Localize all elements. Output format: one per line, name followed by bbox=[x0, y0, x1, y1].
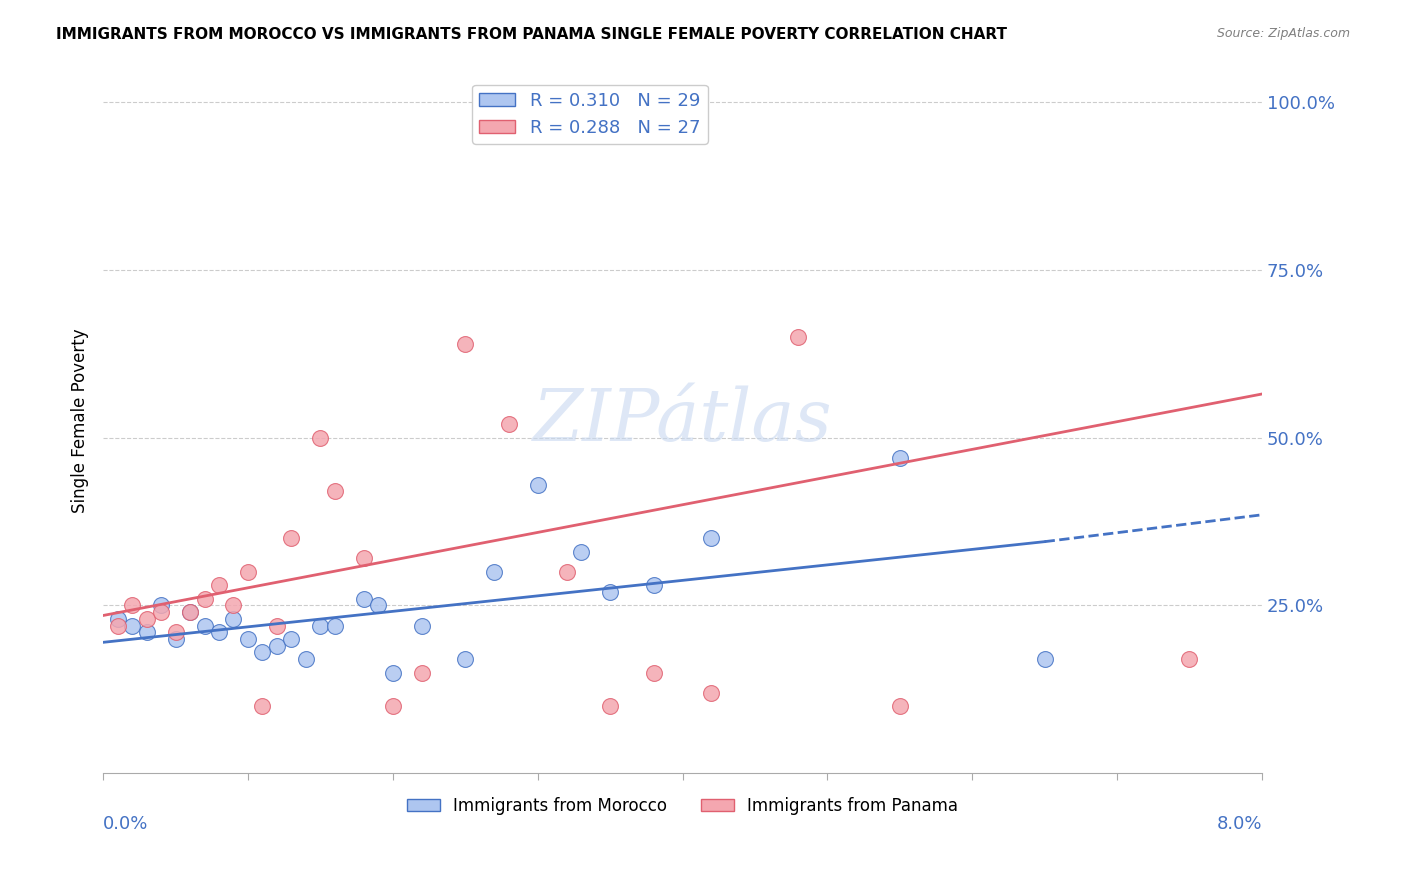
Point bbox=[165, 632, 187, 646]
Point bbox=[700, 686, 723, 700]
Point bbox=[121, 599, 143, 613]
Point bbox=[381, 699, 404, 714]
Point bbox=[165, 625, 187, 640]
Point bbox=[498, 417, 520, 432]
Point bbox=[193, 618, 215, 632]
Point bbox=[208, 625, 231, 640]
Point bbox=[266, 639, 288, 653]
Point bbox=[222, 612, 245, 626]
Point bbox=[353, 591, 375, 606]
Point bbox=[1178, 652, 1201, 666]
Point bbox=[599, 585, 621, 599]
Point bbox=[179, 605, 201, 619]
Legend: Immigrants from Morocco, Immigrants from Panama: Immigrants from Morocco, Immigrants from… bbox=[401, 790, 965, 822]
Text: IMMIGRANTS FROM MOROCCO VS IMMIGRANTS FROM PANAMA SINGLE FEMALE POVERTY CORRELAT: IMMIGRANTS FROM MOROCCO VS IMMIGRANTS FR… bbox=[56, 27, 1007, 42]
Point bbox=[381, 665, 404, 680]
Point bbox=[150, 599, 173, 613]
Point bbox=[569, 545, 592, 559]
Point bbox=[484, 565, 506, 579]
Point bbox=[411, 618, 433, 632]
Point bbox=[107, 618, 129, 632]
Point bbox=[889, 450, 911, 465]
Point bbox=[700, 531, 723, 545]
Point bbox=[252, 645, 274, 659]
Point bbox=[787, 330, 810, 344]
Text: Source: ZipAtlas.com: Source: ZipAtlas.com bbox=[1216, 27, 1350, 40]
Point bbox=[323, 484, 346, 499]
Point bbox=[121, 618, 143, 632]
Point bbox=[353, 551, 375, 566]
Point bbox=[280, 531, 302, 545]
Point bbox=[309, 618, 332, 632]
Point bbox=[295, 652, 318, 666]
Point bbox=[193, 591, 215, 606]
Point bbox=[236, 565, 259, 579]
Point bbox=[280, 632, 302, 646]
Point bbox=[643, 665, 665, 680]
Point bbox=[526, 477, 548, 491]
Point bbox=[454, 336, 477, 351]
Point bbox=[1033, 652, 1056, 666]
Point bbox=[367, 599, 389, 613]
Point bbox=[266, 618, 288, 632]
Text: 0.0%: 0.0% bbox=[103, 815, 149, 833]
Point bbox=[252, 699, 274, 714]
Point bbox=[599, 699, 621, 714]
Point bbox=[135, 612, 157, 626]
Text: 8.0%: 8.0% bbox=[1216, 815, 1263, 833]
Point bbox=[107, 612, 129, 626]
Point bbox=[889, 699, 911, 714]
Text: ZIPátlas: ZIPátlas bbox=[533, 385, 832, 456]
Point bbox=[555, 565, 578, 579]
Point bbox=[179, 605, 201, 619]
Point bbox=[411, 665, 433, 680]
Y-axis label: Single Female Poverty: Single Female Poverty bbox=[72, 328, 89, 513]
Point bbox=[643, 578, 665, 592]
Point bbox=[236, 632, 259, 646]
Point bbox=[222, 599, 245, 613]
Point bbox=[309, 431, 332, 445]
Point bbox=[454, 652, 477, 666]
Point bbox=[323, 618, 346, 632]
Point bbox=[135, 625, 157, 640]
Point bbox=[208, 578, 231, 592]
Point bbox=[150, 605, 173, 619]
